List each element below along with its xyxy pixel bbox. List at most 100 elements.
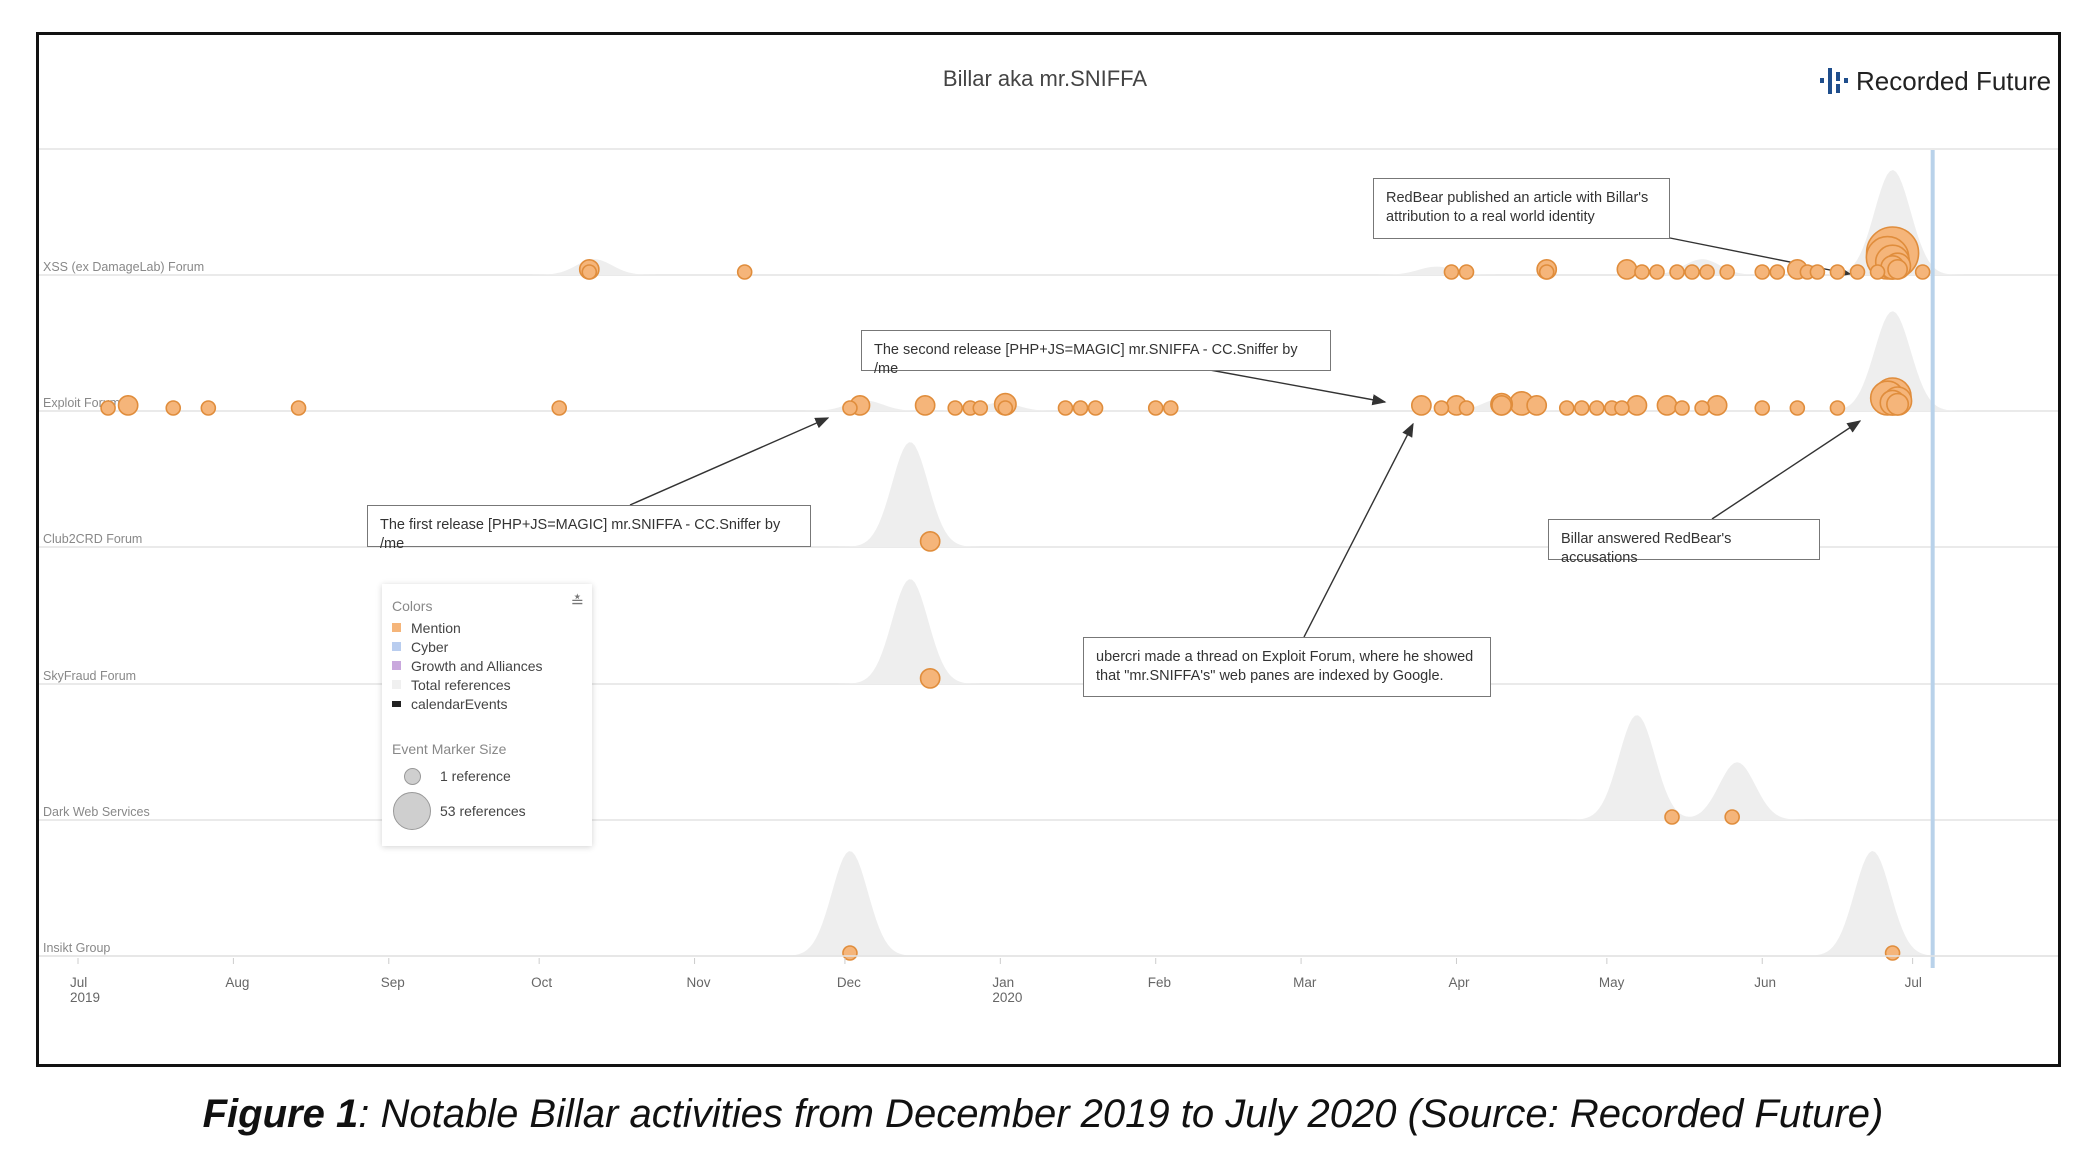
event-marker[interactable] bbox=[1616, 258, 1638, 280]
legend-swatch bbox=[392, 661, 401, 670]
event-marker[interactable] bbox=[919, 531, 941, 552]
event-marker[interactable] bbox=[1706, 394, 1728, 416]
event-marker[interactable] bbox=[1789, 400, 1806, 416]
event-marker[interactable] bbox=[1769, 264, 1786, 280]
event-marker[interactable] bbox=[1809, 264, 1826, 280]
x-tick-year-label: 2019 bbox=[70, 990, 100, 1005]
x-tick-label: Sep bbox=[381, 975, 405, 990]
event-marker[interactable] bbox=[1649, 264, 1665, 280]
legend-size-small-label: 1 reference bbox=[440, 768, 511, 784]
annotation-redbear: RedBear published an article with Billar… bbox=[1373, 178, 1670, 239]
event-marker[interactable] bbox=[919, 668, 941, 689]
event-marker[interactable] bbox=[200, 400, 217, 416]
x-tick-label: May bbox=[1599, 975, 1625, 990]
legend-item-calendar-events[interactable]: calendarEvents bbox=[392, 694, 582, 713]
event-marker[interactable] bbox=[1433, 400, 1450, 416]
chart-title: Billar aka mr.SNIFFA bbox=[943, 66, 1147, 91]
event-marker[interactable] bbox=[1664, 809, 1680, 825]
legend-label: calendarEvents bbox=[411, 695, 508, 712]
legend-item-mention[interactable]: Mention bbox=[392, 618, 582, 637]
lane-label: XSS (ex DamageLab) Forum bbox=[43, 260, 204, 274]
event-marker[interactable] bbox=[1458, 400, 1475, 416]
event-marker[interactable] bbox=[1443, 264, 1460, 280]
legend-item-growth[interactable]: Growth and Alliances bbox=[392, 656, 582, 675]
x-tick-label: Jan bbox=[992, 975, 1014, 990]
event-marker[interactable] bbox=[1614, 400, 1630, 416]
event-marker[interactable] bbox=[1719, 264, 1735, 280]
event-marker[interactable] bbox=[1147, 400, 1164, 416]
event-marker[interactable] bbox=[1699, 264, 1715, 280]
event-marker[interactable] bbox=[736, 264, 753, 280]
event-marker[interactable] bbox=[551, 400, 568, 416]
event-marker[interactable] bbox=[1754, 400, 1771, 416]
event-marker[interactable] bbox=[290, 400, 307, 416]
event-marker[interactable] bbox=[1526, 394, 1548, 416]
event-marker[interactable] bbox=[1669, 264, 1685, 280]
size-small-circle-icon bbox=[403, 767, 421, 785]
x-tick-label: Oct bbox=[531, 975, 552, 990]
event-marker[interactable] bbox=[1829, 400, 1846, 416]
x-tick-label: Dec bbox=[837, 975, 861, 990]
legend-size-large-label: 53 references bbox=[440, 803, 526, 819]
event-marker[interactable] bbox=[842, 400, 858, 416]
legend-item-cyber[interactable]: Cyber bbox=[392, 637, 582, 656]
event-marker[interactable] bbox=[1491, 394, 1512, 416]
arrow-ubercri-thread bbox=[1303, 422, 1414, 638]
arrow-billar-answered bbox=[1711, 420, 1862, 520]
event-marker[interactable] bbox=[997, 400, 1014, 416]
event-marker[interactable] bbox=[1057, 400, 1074, 416]
legend-label: Total references bbox=[411, 676, 511, 693]
event-marker[interactable] bbox=[1410, 394, 1432, 416]
event-marker[interactable] bbox=[1849, 264, 1866, 280]
legend-colors-title: Colors bbox=[392, 598, 433, 614]
event-marker[interactable] bbox=[1589, 400, 1605, 416]
legend-item-total-references[interactable]: Total references bbox=[392, 675, 582, 694]
event-marker[interactable] bbox=[1626, 394, 1648, 416]
event-marker[interactable] bbox=[1573, 400, 1590, 416]
legend-swatch bbox=[392, 623, 401, 632]
event-marker[interactable] bbox=[1072, 400, 1089, 416]
event-marker[interactable] bbox=[1694, 400, 1710, 416]
lane-label: Dark Web Services bbox=[43, 805, 150, 819]
size-large-circle-icon bbox=[393, 792, 431, 830]
event-marker[interactable] bbox=[581, 264, 598, 280]
legend-panel: ≛ Colors Mention Cyber Growth and Allian… bbox=[382, 584, 592, 846]
x-tick-label: Aug bbox=[225, 975, 249, 990]
event-marker[interactable] bbox=[1884, 945, 1901, 961]
event-marker[interactable] bbox=[1754, 264, 1771, 280]
event-marker[interactable] bbox=[1656, 394, 1678, 416]
event-marker[interactable] bbox=[1869, 264, 1886, 280]
x-tick-label: Jul bbox=[1905, 975, 1922, 990]
event-marker[interactable] bbox=[1886, 392, 1910, 416]
event-marker[interactable] bbox=[1887, 258, 1908, 280]
event-marker[interactable] bbox=[1914, 264, 1931, 280]
figure-caption-label: Figure 1 bbox=[202, 1092, 359, 1136]
event-marker[interactable] bbox=[1087, 400, 1104, 416]
event-marker[interactable] bbox=[947, 400, 964, 416]
event-marker[interactable] bbox=[1162, 400, 1179, 416]
legend-swatch bbox=[392, 680, 401, 689]
event-marker[interactable] bbox=[1558, 400, 1575, 416]
legend-label: Cyber bbox=[411, 638, 449, 655]
event-marker[interactable] bbox=[1674, 400, 1690, 416]
x-tick-label: Jul bbox=[70, 975, 87, 990]
event-marker[interactable] bbox=[1634, 264, 1650, 280]
event-marker[interactable] bbox=[100, 400, 116, 416]
event-marker[interactable] bbox=[1538, 264, 1555, 280]
event-marker[interactable] bbox=[1724, 809, 1740, 825]
density-curve bbox=[78, 715, 2063, 820]
recorded-future-logo-icon bbox=[1820, 68, 1848, 94]
event-marker[interactable] bbox=[914, 394, 936, 416]
event-marker[interactable] bbox=[1829, 264, 1846, 280]
legend-swatch bbox=[392, 642, 401, 651]
event-marker[interactable] bbox=[1458, 264, 1475, 280]
lane-label: Club2CRD Forum bbox=[43, 532, 142, 546]
event-marker[interactable] bbox=[165, 400, 182, 416]
event-marker[interactable] bbox=[972, 400, 989, 416]
calendar-icon bbox=[392, 700, 401, 707]
event-marker[interactable] bbox=[842, 945, 858, 961]
collapse-chevron-icon[interactable]: ≛ bbox=[570, 594, 584, 611]
event-marker[interactable] bbox=[1684, 264, 1700, 280]
event-marker[interactable] bbox=[117, 394, 139, 416]
annotation-first-release: The first release [PHP+JS=MAGIC] mr.SNIF… bbox=[367, 505, 811, 552]
